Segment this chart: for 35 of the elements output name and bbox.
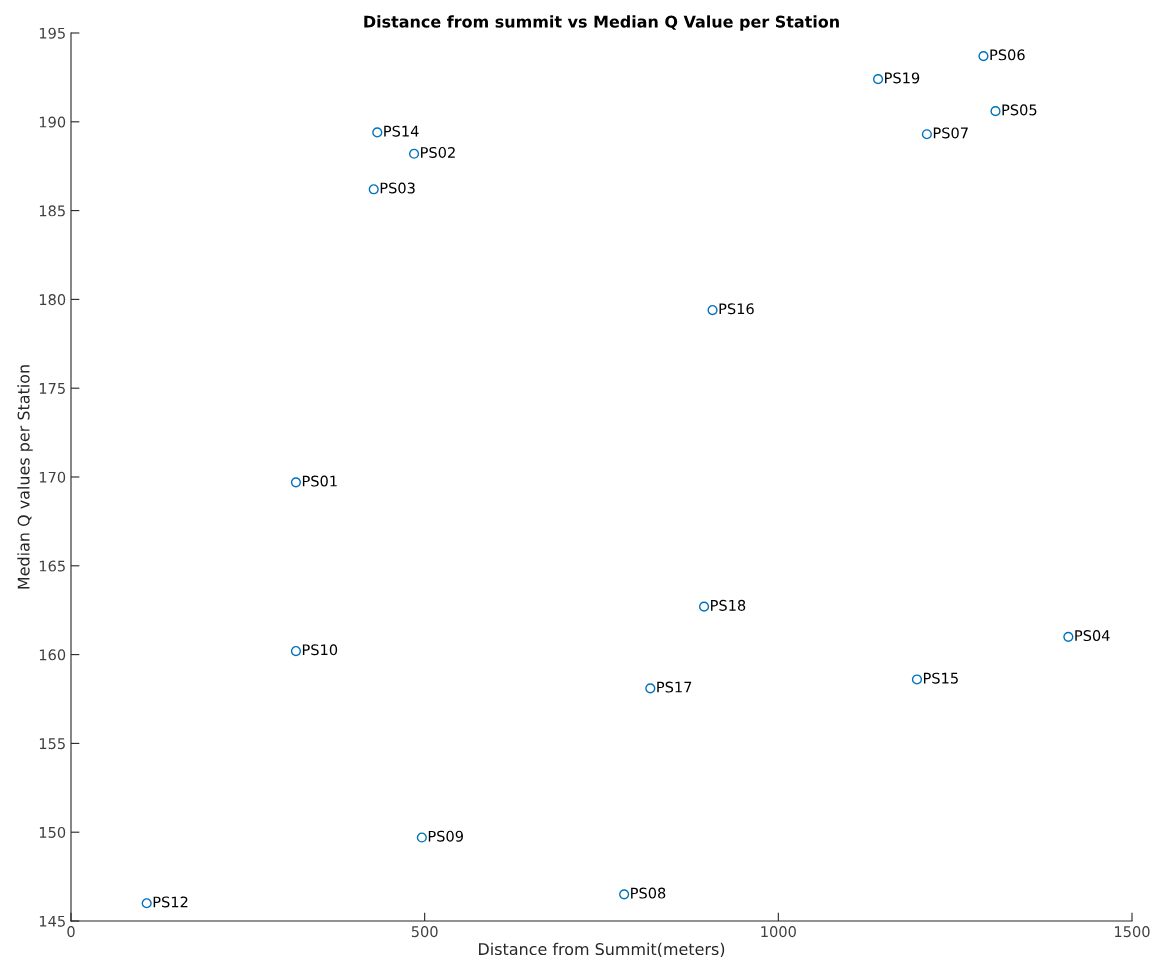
- x-tick-label: 1500: [1115, 926, 1150, 938]
- chart-title: Distance from summit vs Median Q Value per Station: [364, 15, 839, 31]
- x-axis-title: Distance from Summit(meters): [479, 942, 725, 957]
- annotation: PS16: [719, 303, 754, 315]
- x-tick-label: 1000: [761, 926, 796, 938]
- annotation: PS14: [384, 125, 419, 137]
- y-tick-label: 165: [39, 560, 65, 572]
- y-tick-label: 160: [39, 649, 66, 661]
- annotation: PS05: [1002, 104, 1037, 116]
- y-tick-label: 170: [39, 471, 66, 483]
- y-tick-label: 180: [39, 294, 66, 306]
- annotation: PS06: [990, 49, 1025, 61]
- y-tick-label: 150: [39, 826, 66, 838]
- annotation: PS02: [421, 146, 455, 158]
- x-tick-label: 500: [411, 926, 438, 938]
- annotation: PS04: [1075, 630, 1110, 642]
- annotation: PS19: [885, 72, 920, 84]
- y-tick-label: 185: [39, 205, 65, 217]
- y-tick-label: 155: [39, 738, 65, 750]
- annotation: PS07: [933, 127, 968, 139]
- x-tick-label: 0: [67, 926, 75, 938]
- annotation: PS15: [923, 672, 958, 684]
- y-tick-label: 145: [39, 915, 65, 927]
- y-axis-title: Median Q values per Station: [17, 365, 33, 589]
- annotation: PS12: [153, 896, 188, 908]
- y-tick-label: 195: [39, 27, 65, 39]
- y-tick-label: 175: [39, 383, 65, 394]
- annotation: PS09: [428, 830, 463, 842]
- annotation: PS01: [302, 475, 337, 487]
- annotation: PS03: [380, 182, 415, 194]
- annotation: PS10: [302, 644, 338, 656]
- annotation: PS18: [711, 599, 746, 611]
- y-tick-label: 190: [39, 116, 66, 128]
- annotation: PS08: [631, 887, 666, 899]
- annotation: PS17: [657, 681, 692, 693]
